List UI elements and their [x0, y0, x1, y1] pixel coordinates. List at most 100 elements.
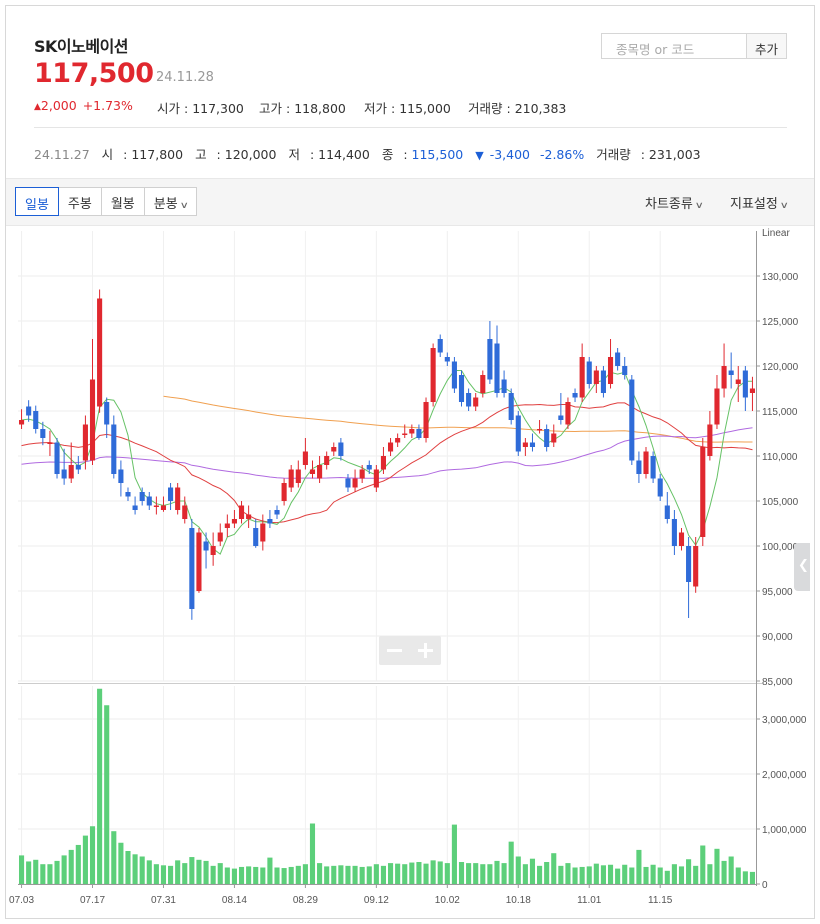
candle-body	[515, 415, 521, 452]
candle-body	[458, 375, 465, 402]
volume-bar	[231, 868, 237, 884]
candle-body	[345, 478, 351, 488]
candle-body	[508, 393, 514, 420]
time-tick-label: 07.31	[151, 895, 176, 906]
candle-body	[295, 469, 301, 483]
volume-bar	[572, 867, 578, 884]
candle-body	[366, 465, 372, 470]
volume-bar	[139, 856, 145, 884]
candles	[18, 289, 756, 620]
price-tick-label: 85,000	[762, 677, 793, 688]
time-tick-label: 11.01	[577, 895, 602, 906]
tab-weekly[interactable]: 주봉	[59, 188, 102, 215]
add-button[interactable]: 추가	[746, 33, 787, 59]
candle-body	[175, 487, 181, 510]
volume-bar	[529, 858, 536, 884]
volume-bar	[430, 860, 436, 884]
volume-bar	[693, 865, 699, 884]
volume-bar	[387, 863, 394, 884]
low-label: 저가	[364, 101, 388, 116]
price-tick-label: 100,000	[762, 542, 799, 553]
ma5-line	[21, 370, 753, 555]
chart-toolbar: 일봉 주봉 월봉 분봉 ∨ 차트종류 ∨ 지표설정 ∨	[6, 178, 814, 226]
price-tick-label: 120,000	[762, 362, 799, 373]
side-panel-toggle[interactable]: ❮	[794, 543, 810, 591]
stock-search-input[interactable]: 종목명 or 코드	[601, 33, 746, 59]
chart-type-menu[interactable]: 차트종류 ∨	[645, 197, 704, 212]
low-price: 저가 : 115,000	[364, 101, 451, 116]
high-price: 고가 : 118,800	[259, 101, 346, 116]
zoom-controls	[379, 636, 441, 665]
candle-body	[615, 352, 621, 366]
candle-body	[494, 343, 500, 393]
zoom-in-button[interactable]	[418, 643, 433, 658]
candle-body	[387, 442, 394, 452]
candle-body	[579, 357, 585, 398]
tab-minute[interactable]: 분봉 ∨	[153, 197, 189, 212]
volume-bar	[678, 866, 685, 884]
previous-day-summary: 24.11.27 시 : 117,800 고 : 120,000 저 : 114,40…	[34, 144, 713, 163]
candle-body	[586, 361, 592, 384]
volume-bar	[338, 865, 344, 884]
candle-body	[104, 402, 110, 425]
price-date: 24.11.28	[156, 70, 214, 85]
candle-body	[600, 370, 606, 393]
volume-bar	[473, 863, 479, 884]
candle-body	[238, 505, 245, 519]
volume-bar	[537, 865, 543, 884]
candle-body	[728, 370, 734, 375]
tab-monthly[interactable]: 월봉	[102, 188, 145, 215]
candle-body	[529, 442, 536, 447]
volume-bar	[146, 860, 152, 884]
candle-body	[210, 546, 216, 555]
candle-body	[565, 402, 571, 425]
volume-bar	[132, 854, 138, 884]
volume-tick-label: 0	[762, 880, 768, 891]
volume-bar	[451, 824, 457, 884]
candle-body	[607, 357, 614, 384]
volume-bar	[309, 823, 316, 884]
candle-body	[203, 541, 209, 551]
volume-bar	[168, 865, 174, 884]
volume-bar	[295, 865, 301, 884]
current-price: 117,500	[34, 58, 154, 89]
candle-body	[47, 442, 53, 444]
price-tick-label: 115,000	[762, 407, 798, 418]
candle-body	[678, 532, 685, 546]
time-tick-label: 07.03	[9, 895, 34, 906]
volume-bar	[700, 845, 706, 884]
price-tick-label: 90,000	[762, 632, 793, 643]
chart-widget: SK이노베이션 117,500 24.11.28 ▲2,000 +1.73% 시…	[5, 5, 815, 919]
candle-body	[473, 397, 479, 407]
volume-bar	[749, 871, 756, 884]
time-tick-label: 08.29	[293, 895, 318, 906]
candle-body	[664, 505, 670, 519]
volume-bar	[721, 860, 727, 884]
candle-body	[97, 298, 103, 407]
candle-body	[480, 375, 486, 393]
volume-bar	[380, 865, 387, 884]
volume-bar	[565, 863, 571, 884]
volume-bar	[68, 849, 74, 884]
candle-body	[253, 528, 259, 546]
indicator-settings-menu[interactable]: 지표설정 ∨	[730, 197, 789, 212]
volume-bar	[466, 863, 472, 884]
zoom-out-button[interactable]	[387, 649, 402, 652]
candle-body	[707, 424, 713, 456]
candle-body	[693, 546, 699, 587]
candle-body	[331, 447, 337, 452]
volume-bar	[402, 864, 408, 884]
volume-tick-label: 2,000,000	[762, 770, 807, 781]
volume-bar	[196, 859, 202, 884]
tab-daily[interactable]: 일봉	[15, 187, 59, 216]
volume-bar	[707, 864, 713, 884]
candle-body	[324, 456, 330, 465]
volume-bar	[366, 866, 372, 884]
volume-bar	[281, 868, 287, 884]
candle-body	[338, 442, 344, 456]
candle-body	[61, 469, 67, 479]
volume-bar	[586, 866, 592, 884]
candle-body	[558, 415, 564, 420]
candle-body	[643, 451, 649, 474]
